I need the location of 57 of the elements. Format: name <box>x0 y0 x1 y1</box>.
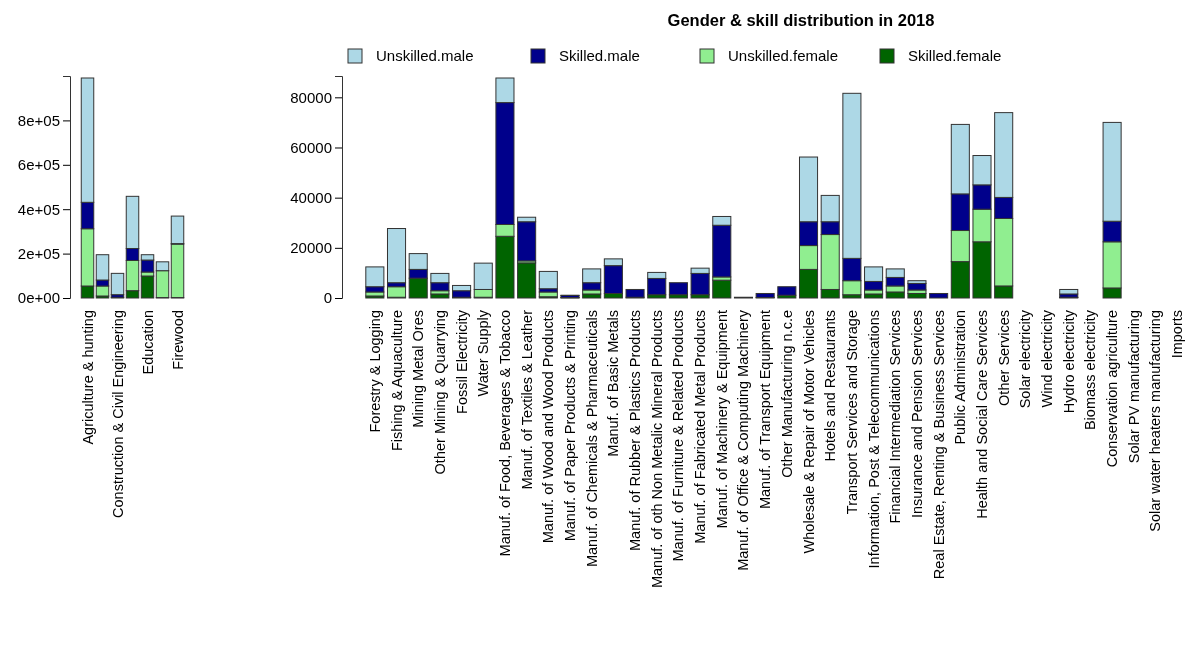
x-tick-label: Water Supply <box>475 309 492 397</box>
y-tick-label: 0 <box>323 289 332 307</box>
x-tick-label: Solar PV manufacturing <box>1125 310 1142 464</box>
x-tick-label: Hotels and Restaurants <box>822 310 839 462</box>
x-tick-label: Manuf. of Wood and Wood Products <box>540 310 557 544</box>
x-tick-label: Construction & Civil Engineering <box>109 310 126 518</box>
x-tick-label: Solar electricity <box>1017 309 1034 409</box>
x-tick-label: Financial Intermediation Services <box>887 310 904 524</box>
y-tick-label: 4e+05 <box>17 200 60 218</box>
x-tick-label: Information, Post & Telecommunications <box>865 310 882 569</box>
x-tick-label: Manuf. of Paper Products & Printing <box>562 310 578 542</box>
legend-label: Skilled.female <box>908 47 1002 64</box>
x-tick-label: Hydro electricity <box>1060 309 1077 414</box>
x-tick-label: Other Services <box>995 310 1012 406</box>
x-tick-label: Manuf. of Transport Equipment <box>757 310 774 510</box>
y-tick-label: 8e+05 <box>17 111 60 129</box>
x-tick-label: Fossil Electricity <box>453 309 470 414</box>
y-tick-label: 0e+00 <box>17 289 60 307</box>
x-tick-label: Transport Services and Storage <box>843 310 860 515</box>
x-tick-label: Wind electricity <box>1039 309 1056 408</box>
y-tick-label: 80000 <box>290 88 332 106</box>
x-tick-label: Health and Social Care Services <box>974 310 990 519</box>
chart-title: Gender & skill distribution in 2018 <box>667 11 935 29</box>
x-tick-label: Manuf. of Office & Computing Machinery <box>735 309 752 571</box>
x-tick-label: Manuf. of Chemicals & Pharmaceuticals <box>583 310 600 568</box>
x-tick-label: Mining Metal Ores <box>410 310 427 428</box>
x-tick-label: Manuf. of Fabricated Metal Products <box>692 310 709 544</box>
x-tick-label: Manuf. of Machinery & Equipment <box>713 310 730 529</box>
x-tick-label: Agriculture & hunting <box>79 310 96 445</box>
legend-label: Unskilled.female <box>728 47 839 64</box>
x-tick-label: Firewood <box>169 310 186 370</box>
x-tick-label: Manuf. of Textiles & Leather <box>518 309 535 490</box>
y-tick-label: 6e+05 <box>17 156 60 174</box>
y-tick-label: 60000 <box>290 138 332 156</box>
y-tick-label: 40000 <box>290 188 332 206</box>
x-tick-label: Manuf. of Basic Metals <box>605 310 622 457</box>
y-tick-label: 2e+05 <box>17 244 60 262</box>
x-tick-label: Conservation agriculture <box>1104 310 1121 468</box>
x-tick-label: Manuf. of Rubber & Plastics Products <box>627 310 644 551</box>
legend-label: Skilled.male <box>559 47 640 64</box>
x-tick-label: Wholesale & Repair of Motor Vehicles <box>800 310 817 554</box>
x-tick-label: Solar water heaters manufacturing <box>1147 310 1164 532</box>
x-tick-label: Forestry & Logging <box>366 310 383 433</box>
x-tick-label: Manuf. of oth Non Metalic Mineral Products <box>648 310 665 589</box>
x-tick-label: Other Mining & Quarrying <box>431 310 448 475</box>
x-tick-label: Manuf. of Furniture & Related Products <box>670 310 687 562</box>
x-tick-label: Imports <box>1169 310 1186 359</box>
y-tick-label: 20000 <box>290 239 332 257</box>
x-tick-label: Other Manufacturing n.c.e <box>778 310 795 478</box>
legend-label: Unskilled.male <box>376 47 474 64</box>
x-tick-label: Public Administration <box>952 310 969 445</box>
x-tick-label: Manuf. of Food, Beverages & Tobacco <box>496 310 513 557</box>
x-tick-label: Insurance and Pension Services <box>908 310 925 518</box>
x-tick-label: Education <box>139 310 156 375</box>
x-tick-label: Fishing & Aquaculture <box>388 310 405 452</box>
x-tick-label: Biomass electricity <box>1082 309 1099 431</box>
x-tick-label: Real Estate, Renting & Business Services <box>930 310 947 580</box>
